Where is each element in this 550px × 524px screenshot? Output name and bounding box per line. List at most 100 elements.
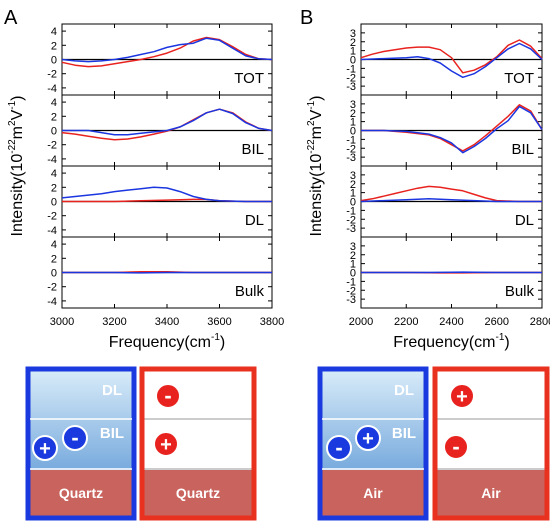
svg-text:-: - — [164, 383, 171, 408]
svg-text:-: - — [71, 425, 78, 450]
x-tick-label: 2000 — [349, 316, 373, 328]
y-tick-label: -2 — [346, 72, 356, 84]
y-tick-label: 1 — [350, 188, 356, 200]
y-tick-label: 1 — [350, 117, 356, 129]
y-tick-label: 0 — [350, 197, 356, 209]
schematic-a-red-substrate-label: Quartz — [176, 485, 220, 501]
y-tick-label: 2 — [350, 37, 356, 49]
subplot-label: TOT — [504, 70, 534, 87]
series-line-blue — [361, 105, 543, 154]
y-tick-label: 3 — [350, 99, 356, 111]
schematic-b-red-substrate-label: Air — [481, 485, 501, 501]
y-tick-label: -2 — [346, 285, 356, 297]
subplot-label: Bulk — [235, 283, 265, 300]
panel-letter-b: B — [300, 7, 313, 29]
ion-positive: + — [32, 435, 58, 461]
y-axis-label: Intensity(10-22m2V-1) — [306, 96, 325, 237]
y-tick-label: 3 — [350, 241, 356, 253]
x-tick-label: 2600 — [485, 316, 509, 328]
y-axis-label: Intensity(10-22m2V-1) — [7, 96, 26, 237]
x-tick-label: 3800 — [260, 316, 284, 328]
y-tick-label: 4 — [51, 97, 57, 109]
y-tick-label: 0 — [350, 126, 356, 138]
y-tick-label: -3 — [346, 223, 356, 235]
schematic-b-blue-box: DL BIL Air - + — [317, 366, 429, 521]
ion-negative: - — [155, 383, 181, 409]
series-line-red — [61, 36, 273, 68]
panel-letter-a: A — [4, 7, 18, 29]
y-tick-label: 2 — [350, 250, 356, 262]
y-tick-label: -2 — [346, 143, 356, 155]
series-line-blue — [61, 37, 273, 63]
schematic-a-blue-box: DL BIL Quartz + - — [25, 366, 137, 521]
y-tick-label: -4 — [47, 225, 57, 237]
y-tick-label: 2 — [350, 108, 356, 120]
ion-positive: + — [355, 425, 381, 451]
y-tick-label: 4 — [51, 26, 57, 38]
series-line-red — [61, 108, 273, 141]
series-line-blue — [360, 42, 543, 79]
schematic-b-dl-label: DL — [394, 382, 414, 399]
y-tick-label: 1 — [350, 46, 356, 58]
x-tick-label: 3000 — [50, 316, 74, 328]
x-axis-label: Frequency(cm-1) — [393, 332, 509, 351]
series-line-red — [360, 39, 543, 74]
schematic-a-blue-substrate-label: Quartz — [59, 485, 103, 501]
y-tick-label: -3 — [346, 152, 356, 164]
y-tick-label: 0 — [51, 55, 57, 67]
chart-panel-b: 3210-1-2-3TOT3210-1-2-3BIL3210-1-2-3DL32… — [306, 23, 550, 351]
x-tick-label: 2400 — [439, 316, 463, 328]
subplot-label: DL — [515, 212, 534, 229]
schematic-b: DL BIL Air - + Air + - — [317, 366, 550, 521]
schematic-b-red-substrate — [437, 470, 545, 516]
schematic-a-dl-label: DL — [102, 382, 122, 399]
subplot-tot: 4 2 0 -2 -4 TOT — [47, 23, 273, 96]
y-tick-label: 1 — [350, 259, 356, 271]
subplot-label: DL — [245, 212, 264, 229]
y-tick-label: 0 — [350, 268, 356, 280]
schematic-a-bil-label: BIL — [100, 425, 124, 442]
y-tick-label: -1 — [346, 134, 356, 146]
subplot-label: BIL — [241, 141, 264, 158]
subplot-label: BIL — [511, 141, 534, 158]
y-tick-label: 0 — [51, 126, 57, 138]
schematic-b-blue-substrate — [322, 470, 424, 516]
x-tick-label: 3200 — [102, 316, 126, 328]
y-tick-label: 0 — [51, 268, 57, 280]
ion-negative: - — [443, 434, 469, 460]
x-axis-label: Frequency(cm-1) — [109, 332, 225, 351]
y-tick-label: 2 — [51, 253, 57, 265]
y-tick-label: 0 — [350, 55, 356, 67]
ion-negative: - — [326, 435, 352, 461]
chart-panel-a: 4 2 0 -2 -4 TOT 4 2 0 -2 -4 BIL 4 2 0 -2 -4 DL 4 2 0 -2 -4 Bulk… — [7, 23, 284, 351]
y-tick-label: -2 — [47, 140, 57, 152]
y-tick-label: 2 — [350, 179, 356, 191]
schematic-b-blue-substrate-label: Air — [363, 485, 383, 501]
y-tick-label: -3 — [346, 81, 356, 93]
y-tick-label: -4 — [47, 83, 57, 95]
y-tick-label: -1 — [346, 276, 356, 288]
y-tick-label: 2 — [51, 111, 57, 123]
ion-positive: + — [153, 431, 179, 457]
y-tick-label: -2 — [47, 282, 57, 294]
x-tick-label: 2200 — [394, 316, 418, 328]
schematic-a-red-substrate — [144, 470, 252, 516]
series-line-red — [361, 104, 543, 152]
y-tick-label: -2 — [346, 214, 356, 226]
subplot-label: Bulk — [505, 283, 535, 300]
series-line-red — [360, 185, 542, 203]
ion-negative: - — [62, 425, 88, 451]
series-line-blue — [61, 186, 272, 203]
y-tick-label: 4 — [51, 168, 57, 180]
svg-text:-: - — [452, 434, 459, 459]
svg-text:-: - — [335, 435, 342, 460]
subplot-label: TOT — [234, 70, 264, 87]
x-tick-label: 2800 — [530, 316, 550, 328]
y-tick-label: -2 — [47, 69, 57, 81]
y-tick-label: 3 — [350, 28, 356, 40]
schematic-b-bil-label: BIL — [392, 425, 416, 442]
x-tick-label: 3400 — [155, 316, 179, 328]
